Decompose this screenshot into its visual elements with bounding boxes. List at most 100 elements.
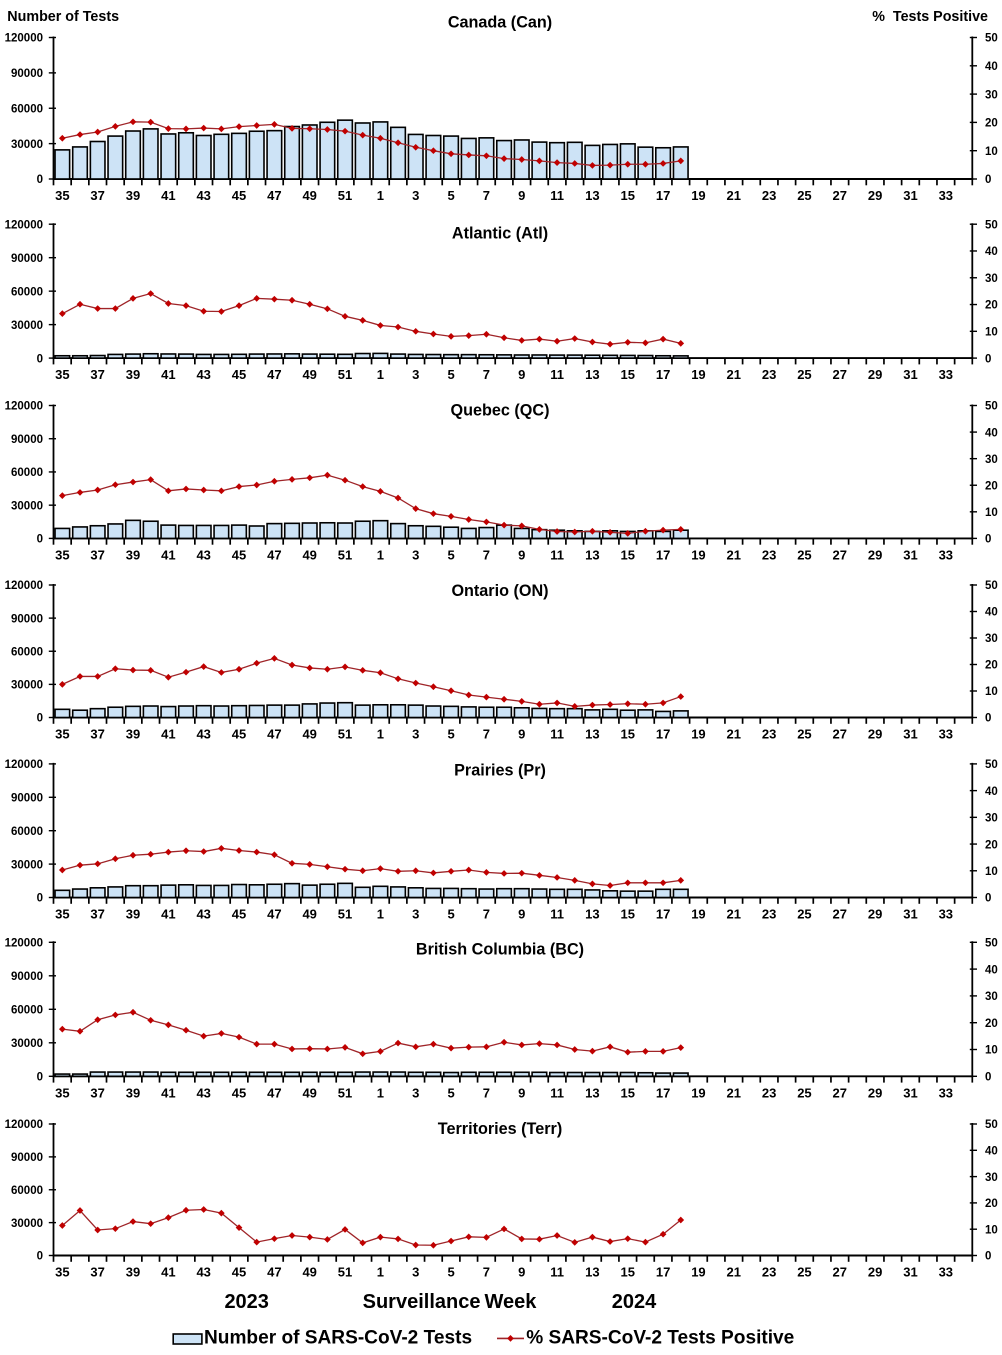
svg-text:49: 49 — [302, 907, 316, 922]
svg-text:45: 45 — [232, 907, 246, 922]
svg-text:30: 30 — [985, 813, 998, 825]
svg-text:1: 1 — [377, 1085, 384, 1100]
svg-text:11: 11 — [550, 1265, 564, 1280]
svg-text:5: 5 — [447, 727, 454, 742]
svg-text:13: 13 — [585, 1085, 599, 1100]
svg-text:1: 1 — [377, 547, 384, 562]
svg-text:50: 50 — [985, 33, 998, 45]
svg-text:11: 11 — [550, 907, 564, 922]
svg-text:2024: 2024 — [612, 1291, 657, 1313]
svg-text:British Columbia (BC): British Columbia (BC) — [416, 941, 584, 959]
svg-text:9: 9 — [518, 1085, 525, 1100]
svg-text:19: 19 — [691, 1085, 705, 1100]
svg-text:27: 27 — [833, 188, 847, 203]
svg-text:9: 9 — [518, 367, 525, 382]
svg-text:39: 39 — [126, 188, 140, 203]
svg-text:23: 23 — [762, 907, 776, 922]
svg-text:25: 25 — [797, 1085, 811, 1100]
svg-text:49: 49 — [302, 547, 316, 562]
svg-text:1: 1 — [377, 907, 384, 922]
svg-text:120000: 120000 — [5, 1119, 43, 1131]
svg-text:13: 13 — [585, 1265, 599, 1280]
svg-text:Quebec (QC): Quebec (QC) — [451, 402, 550, 420]
svg-text:35: 35 — [55, 727, 69, 742]
svg-text:40: 40 — [985, 607, 998, 619]
svg-text:0: 0 — [37, 1072, 43, 1084]
svg-text:0: 0 — [985, 893, 991, 905]
svg-text:30000: 30000 — [11, 680, 43, 692]
svg-text:15: 15 — [621, 1085, 635, 1100]
svg-text:33: 33 — [939, 907, 953, 922]
svg-text:0: 0 — [985, 534, 991, 546]
svg-text:20: 20 — [985, 660, 998, 672]
svg-text:45: 45 — [232, 1085, 246, 1100]
svg-text:37: 37 — [90, 367, 104, 382]
svg-text:90000: 90000 — [11, 1152, 43, 1164]
svg-text:41: 41 — [161, 367, 175, 382]
svg-text:43: 43 — [196, 1085, 210, 1100]
svg-text:60000: 60000 — [11, 646, 43, 658]
svg-text:60000: 60000 — [11, 1185, 43, 1197]
svg-text:27: 27 — [833, 727, 847, 742]
svg-text:41: 41 — [161, 547, 175, 562]
svg-text:13: 13 — [585, 727, 599, 742]
svg-text:31: 31 — [903, 547, 917, 562]
svg-text:21: 21 — [727, 1085, 741, 1100]
svg-text:Canada (Can): Canada (Can) — [448, 14, 552, 32]
svg-text:11: 11 — [550, 547, 564, 562]
svg-text:29: 29 — [868, 727, 882, 742]
svg-text:50: 50 — [985, 401, 998, 413]
svg-text:5: 5 — [447, 547, 454, 562]
svg-text:31: 31 — [903, 188, 917, 203]
svg-text:120000: 120000 — [5, 219, 43, 231]
svg-text:21: 21 — [727, 367, 741, 382]
svg-text:39: 39 — [126, 367, 140, 382]
svg-text:120000: 120000 — [5, 580, 43, 592]
svg-text:90000: 90000 — [11, 971, 43, 983]
svg-text:30000: 30000 — [11, 139, 43, 151]
svg-text:7: 7 — [483, 367, 490, 382]
svg-text:31: 31 — [903, 367, 917, 382]
svg-text:41: 41 — [161, 907, 175, 922]
svg-text:7: 7 — [483, 1265, 490, 1280]
svg-text:45: 45 — [232, 547, 246, 562]
svg-text:30: 30 — [985, 454, 998, 466]
svg-text:30: 30 — [985, 1172, 998, 1184]
svg-text:49: 49 — [302, 188, 316, 203]
svg-text:19: 19 — [691, 547, 705, 562]
svg-text:90000: 90000 — [11, 613, 43, 625]
svg-text:45: 45 — [232, 367, 246, 382]
svg-text:3: 3 — [412, 1085, 419, 1100]
svg-text:11: 11 — [550, 727, 564, 742]
svg-text:15: 15 — [621, 727, 635, 742]
svg-text:9: 9 — [518, 188, 525, 203]
svg-text:33: 33 — [939, 1085, 953, 1100]
svg-text:40: 40 — [985, 61, 998, 73]
svg-text:1: 1 — [377, 727, 384, 742]
svg-text:60000: 60000 — [11, 467, 43, 479]
svg-text:31: 31 — [903, 1265, 917, 1280]
svg-text:35: 35 — [55, 1085, 69, 1100]
svg-text:30000: 30000 — [11, 320, 43, 332]
svg-text:10: 10 — [985, 1224, 998, 1236]
svg-text:25: 25 — [797, 727, 811, 742]
svg-text:13: 13 — [585, 188, 599, 203]
svg-text:27: 27 — [833, 1265, 847, 1280]
svg-text:37: 37 — [90, 727, 104, 742]
svg-text:20: 20 — [985, 480, 998, 492]
svg-text:9: 9 — [518, 547, 525, 562]
svg-text:Surveillance Week: Surveillance Week — [363, 1291, 538, 1313]
svg-text:30: 30 — [985, 633, 998, 645]
svg-text:7: 7 — [483, 1085, 490, 1100]
svg-text:20: 20 — [985, 839, 998, 851]
svg-text:43: 43 — [196, 1265, 210, 1280]
svg-text:51: 51 — [338, 547, 352, 562]
svg-text:0: 0 — [37, 713, 43, 725]
svg-text:21: 21 — [727, 1265, 741, 1280]
svg-text:29: 29 — [868, 547, 882, 562]
svg-text:25: 25 — [797, 367, 811, 382]
svg-text:23: 23 — [762, 547, 776, 562]
svg-text:90000: 90000 — [11, 253, 43, 265]
svg-text:0: 0 — [37, 893, 43, 905]
svg-text:49: 49 — [302, 727, 316, 742]
